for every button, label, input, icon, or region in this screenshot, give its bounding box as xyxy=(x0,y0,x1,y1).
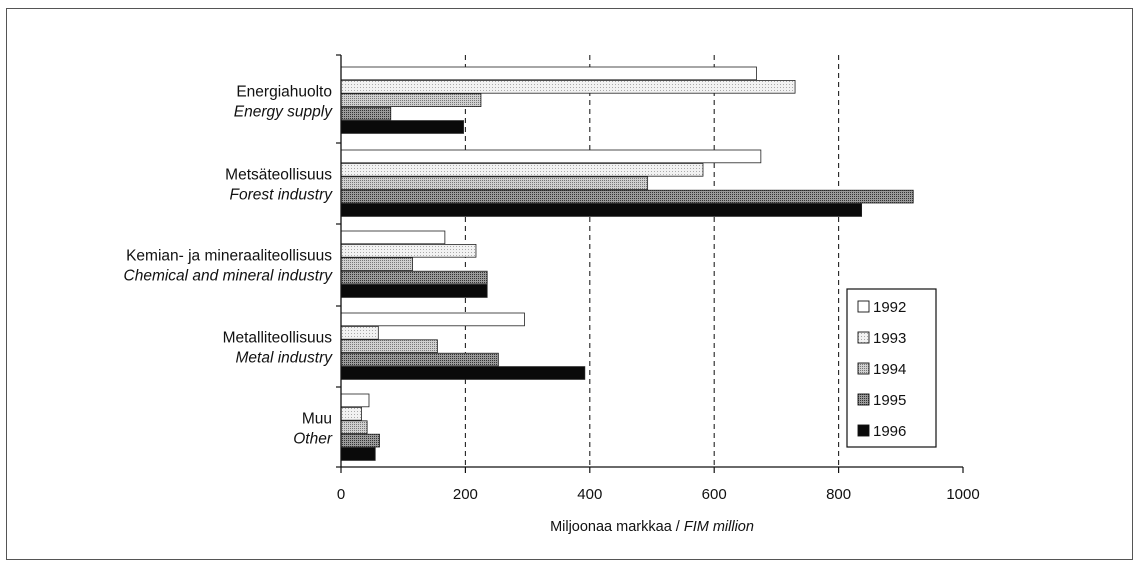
legend-swatch-1996 xyxy=(857,424,870,437)
category-label-fi: Kemian- ja mineraaliteollisuus xyxy=(126,248,332,265)
bar-1992-cat1 xyxy=(340,149,762,164)
bar-1995-cat1 xyxy=(340,189,914,204)
category-label-en: Forest industry xyxy=(229,187,333,204)
legend-swatch-1994 xyxy=(857,362,870,375)
x-tick-label: 1000 xyxy=(946,486,979,503)
x-tick-label: 400 xyxy=(577,486,602,503)
legend-label-1995: 1995 xyxy=(873,392,906,409)
category-label-en: Chemical and mineral industry xyxy=(124,268,334,285)
category-label-fi: Metsäteollisuus xyxy=(225,167,332,184)
category-label-en: Other xyxy=(293,431,333,448)
bar-1994-cat2 xyxy=(340,257,413,271)
bar-1992-cat2 xyxy=(340,230,446,245)
bar-1993-cat4 xyxy=(340,406,362,421)
category-labels: Energiahuolto Energy supply Metsäteollisuu… xyxy=(124,84,334,448)
category-label-en: Metal industry xyxy=(236,350,334,367)
bar-1996-cat4 xyxy=(340,447,376,461)
x-axis-title: Miljoonaa markkaa / FIM million xyxy=(550,519,754,535)
bars xyxy=(340,66,914,461)
bar-1996-cat3 xyxy=(340,366,586,380)
legend: 1992 1993 1994 1995 1996 xyxy=(846,288,937,448)
x-axis-title-en: FIM million xyxy=(684,519,754,535)
bar-1996-cat1 xyxy=(340,203,863,217)
chart-frame xyxy=(6,8,1133,560)
axes: 0 200 400 600 800 1000 xyxy=(336,54,980,503)
bar-1995-cat0 xyxy=(340,106,392,121)
legend-swatch-1995 xyxy=(857,393,870,406)
legend-label-1993: 1993 xyxy=(873,330,906,347)
legend-label-1994: 1994 xyxy=(873,361,906,378)
legend-label-1996: 1996 xyxy=(873,423,906,440)
bar-1992-cat0 xyxy=(340,66,757,81)
bar-1994-cat3 xyxy=(340,339,438,353)
bar-1994-cat4 xyxy=(340,420,368,434)
gridlines xyxy=(464,55,840,467)
bar-1994-cat1 xyxy=(340,176,649,191)
bar-1995-cat3 xyxy=(340,352,499,367)
bar-1992-cat3 xyxy=(340,312,525,327)
legend-label-1992: 1992 xyxy=(873,299,906,316)
bar-1995-cat4 xyxy=(340,433,380,448)
bar-1996-cat2 xyxy=(340,284,488,298)
bar-1993-cat1 xyxy=(340,162,704,177)
x-axis-title-fi: Miljoonaa markkaa / xyxy=(550,519,684,535)
x-tick-label: 600 xyxy=(702,486,727,503)
x-tick-label: 200 xyxy=(453,486,478,503)
x-tick-label: 0 xyxy=(337,486,345,503)
legend-swatch-1992 xyxy=(857,300,870,313)
category-label-fi: Metalliteollisuus xyxy=(223,330,333,347)
x-tick-label: 800 xyxy=(826,486,851,503)
bar-1993-cat2 xyxy=(340,243,477,258)
bar-1992-cat4 xyxy=(340,393,370,408)
legend-swatch-1993 xyxy=(857,331,870,344)
category-label-fi: Muu xyxy=(302,411,332,428)
bar-1994-cat0 xyxy=(340,93,482,108)
bar-1995-cat2 xyxy=(340,270,488,285)
category-label-en: Energy supply xyxy=(234,104,333,121)
category-label-fi: Energiahuolto xyxy=(236,84,332,101)
bar-1993-cat0 xyxy=(340,80,796,94)
bar-1993-cat3 xyxy=(340,325,379,340)
bar-1996-cat0 xyxy=(340,120,464,134)
